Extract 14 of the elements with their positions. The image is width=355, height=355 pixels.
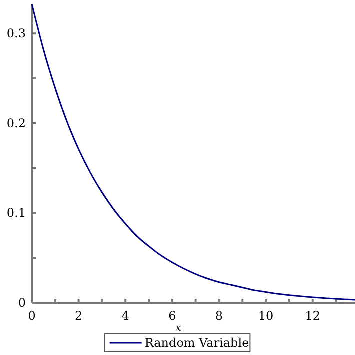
y-tick-label: 0.2: [6, 116, 26, 130]
y-tick-label: 0.3: [6, 26, 26, 40]
y-tick-label: 0: [18, 296, 26, 310]
x-tick-label: 6: [168, 308, 176, 323]
x-tick-label: 12: [305, 308, 321, 323]
x-axis-title: x: [176, 323, 182, 334]
x-tick-label: 10: [258, 308, 274, 323]
x-tick-label: 2: [74, 308, 83, 323]
y-tick-label: 0.1: [6, 206, 26, 220]
x-tick-label: 8: [215, 308, 224, 323]
x-tick-label: 0: [28, 308, 36, 323]
x-tick-label: 4: [122, 308, 130, 323]
line-series: [31, 3, 355, 301]
legend-label: Random Variable: [144, 336, 250, 350]
